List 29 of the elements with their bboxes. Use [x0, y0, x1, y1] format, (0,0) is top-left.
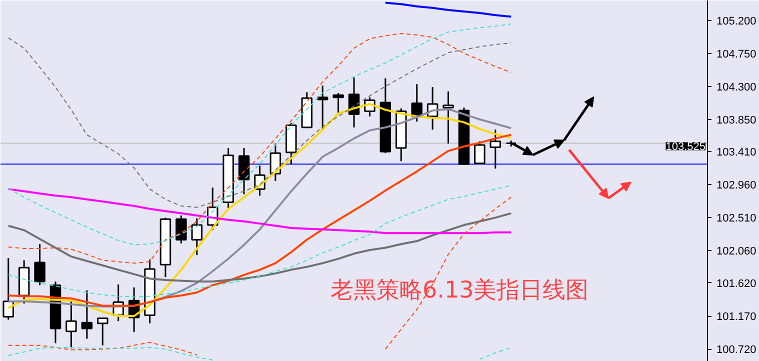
y-tick-label: 102.060: [716, 246, 756, 258]
line-series: [7, 188, 512, 234]
line-series: [384, 2, 512, 18]
candlestick: [316, 84, 328, 130]
candlestick: [66, 300, 77, 350]
y-tick-label: 100.720: [716, 344, 756, 356]
y-tick-label: 105.200: [716, 15, 756, 28]
y-tick-label: 103.850: [716, 114, 756, 126]
line-series: [8, 37, 512, 208]
candlestick: [490, 128, 502, 170]
y-tick-label: 104.300: [716, 81, 756, 94]
y-tick-label: 104.750: [716, 48, 756, 60]
y-tick-label: 101.620: [716, 278, 756, 290]
candlestick: [191, 218, 203, 256]
candlestick: [97, 317, 108, 346]
candlestick: [176, 214, 187, 244]
y-tick-label: 102.510: [716, 212, 756, 225]
candlestick: [238, 147, 250, 195]
candlestick: [474, 140, 486, 164]
y-tick-label: 102.960: [716, 180, 756, 192]
ref-line-label: 103.525: [666, 141, 706, 154]
annotation: 老黑策略6.13美指日线图: [330, 278, 589, 304]
candlestick: [34, 243, 46, 286]
y-tick-label: 103.410: [716, 146, 756, 159]
candlestick: [81, 290, 93, 340]
candlestick: [2, 257, 14, 320]
candlestick: [332, 92, 344, 114]
y-tick-label: 101.170: [716, 311, 756, 324]
candlestick: [442, 90, 454, 144]
